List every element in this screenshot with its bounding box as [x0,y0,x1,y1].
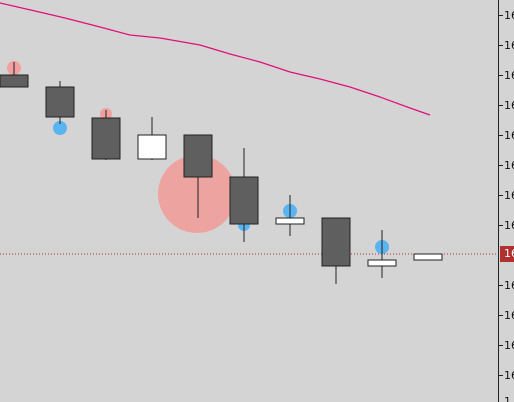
price-tick-label: 16 [504,9,514,22]
candle [413,253,443,261]
tick-mark [499,135,503,136]
price-scale[interactable]: 16 16 16 16 16 16 16 16 16 16 16 16 16 1 [498,0,514,402]
candle [137,117,167,160]
price-tick-label: 16 [504,219,514,232]
tick-mark [499,225,503,226]
price-tick-label: 16 [504,159,514,172]
price-tick-label: 16 [504,189,514,202]
candlestick-chart[interactable] [0,0,498,402]
candle [0,62,29,88]
tick-mark [499,315,503,316]
moving-average-line [0,2,431,116]
candle [183,134,213,218]
price-tick-label: 16 [504,369,514,382]
price-tick-label: 16 [504,39,514,52]
tick-mark [499,45,503,46]
chart-area[interactable] [0,0,498,402]
tick-mark [499,105,503,106]
tick-mark [499,375,503,376]
price-tick-label: 16 [504,99,514,112]
tick-mark [499,285,503,286]
candle [91,110,121,160]
tick-mark [499,345,503,346]
buy-marker [53,121,67,135]
price-tick-label: 16 [504,309,514,322]
price-tick-label: 16 [504,69,514,82]
tick-mark [499,75,503,76]
tick-mark [499,15,503,16]
tick-mark [499,195,503,196]
candle [275,195,305,236]
candle [45,81,75,124]
candle [367,230,397,278]
price-tick-label: 16 [504,339,514,352]
price-tick-label: 16 [504,279,514,292]
candle [321,217,351,284]
current-price-label: 16 [500,246,514,262]
price-tick-label: 16 [504,129,514,142]
price-tick-label: 1 [504,395,511,402]
tick-mark [499,165,503,166]
signal-circle [158,155,236,233]
candle [229,148,259,242]
